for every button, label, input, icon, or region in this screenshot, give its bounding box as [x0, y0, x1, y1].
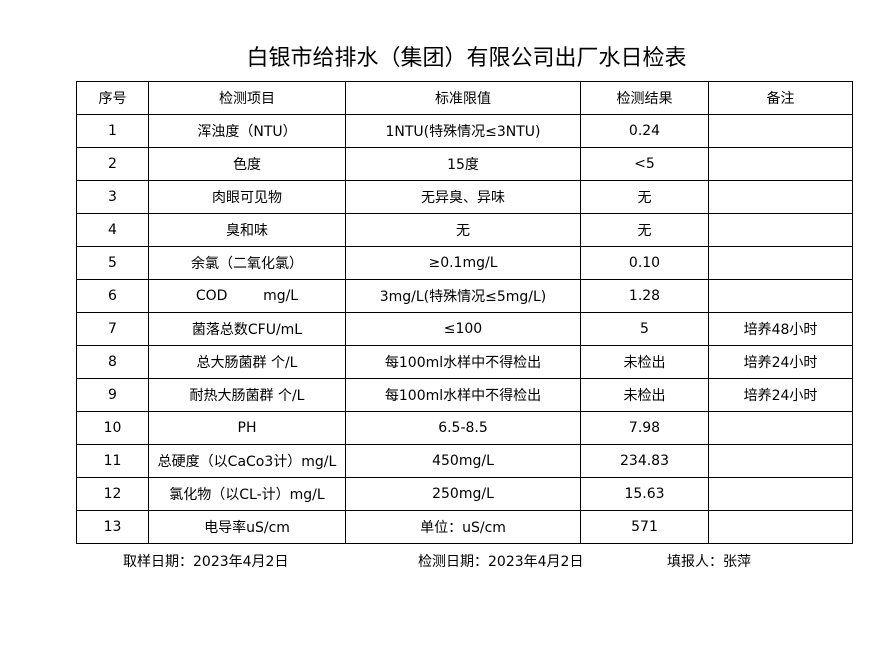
cell-index: 7 [76, 312, 149, 346]
cell-remark [708, 180, 853, 214]
table-row: 8 总大肠菌群 个/L 每100ml水样中不得检出 未检出 培养24小时 [76, 345, 853, 379]
cell-item: COD mg/L [148, 279, 346, 313]
cell-item: 浑浊度（NTU） [148, 114, 346, 148]
cell-index: 5 [76, 246, 149, 280]
cell-standard: ≥0.1mg/L [345, 246, 581, 280]
cell-remark [708, 444, 853, 478]
cell-index: 1 [76, 114, 149, 148]
cell-result: 15.63 [580, 477, 709, 511]
cell-remark [708, 147, 853, 181]
cell-remark: 培养24小时 [708, 378, 853, 412]
cell-item: 臭和味 [148, 213, 346, 247]
cell-index: 10 [76, 411, 149, 445]
cell-item: 肉眼可见物 [148, 180, 346, 214]
cell-index: 4 [76, 213, 149, 247]
cell-item: 色度 [148, 147, 346, 181]
cell-result: 未检出 [580, 378, 709, 412]
cell-index: 11 [76, 444, 149, 478]
table-row: 9 耐热大肠菌群 个/L 每100ml水样中不得检出 未检出 培养24小时 [76, 378, 853, 412]
cell-result: 0.24 [580, 114, 709, 148]
cell-remark [708, 246, 853, 280]
test-date: 检测日期：2023年4月2日 [418, 554, 584, 570]
cell-result: 5 [580, 312, 709, 346]
table-row: 5 余氯（二氧化氯） ≥0.1mg/L 0.10 [76, 246, 853, 280]
cell-remark: 培养48小时 [708, 312, 853, 346]
cell-index: 12 [76, 477, 149, 511]
cell-result: 234.83 [580, 444, 709, 478]
cell-result: 无 [580, 180, 709, 214]
cell-standard: 1NTU(特殊情况≤3NTU) [345, 114, 581, 148]
header-index: 序号 [76, 81, 149, 115]
sampling-date: 取样日期：2023年4月2日 [123, 554, 289, 570]
cell-standard: 每100ml水样中不得检出 [345, 345, 581, 379]
cell-result: 0.10 [580, 246, 709, 280]
cell-index: 2 [76, 147, 149, 181]
header-result: 检测结果 [580, 81, 709, 115]
cell-index: 6 [76, 279, 149, 313]
header-row: 序号 检测项目 标准限值 检测结果 备注 [76, 81, 853, 115]
header-item: 检测项目 [148, 81, 346, 115]
cell-standard: 无 [345, 213, 581, 247]
page-title: 白银市给排水（集团）有限公司出厂水日检表 [246, 46, 687, 71]
inspection-table: 序号 检测项目 标准限值 检测结果 备注 1 浑浊度（NTU） 1NTU(特殊情况≤3NTU)… [76, 81, 853, 544]
cell-result: 未检出 [580, 345, 709, 379]
cell-remark [708, 477, 853, 511]
cell-item: 总硬度（以CaCo3计）mg/L [148, 444, 346, 478]
cell-result: <5 [580, 147, 709, 181]
table-row: 1 浑浊度（NTU） 1NTU(特殊情况≤3NTU) 0.24 [76, 114, 853, 148]
cell-remark [708, 213, 853, 247]
cell-standard: 无异臭、异味 [345, 180, 581, 214]
cell-result: 1.28 [580, 279, 709, 313]
cell-remark [708, 411, 853, 445]
header-remark: 备注 [708, 81, 853, 115]
cell-remark [708, 279, 853, 313]
cell-item: 氯化物（以CL-计）mg/L [148, 477, 346, 511]
table-row: 13 电导率uS/cm 单位：uS/cm 571 [76, 510, 853, 544]
cell-remark: 培养24小时 [708, 345, 853, 379]
cell-standard: 6.5-8.5 [345, 411, 581, 445]
cell-standard: 单位：uS/cm [345, 510, 581, 544]
cell-standard: 3mg/L(特殊情况≤5mg/L) [345, 279, 581, 313]
reporter: 填报人：张萍 [667, 554, 751, 570]
table-row: 7 菌落总数CFU/mL ≤100 5 培养48小时 [76, 312, 853, 346]
header-standard: 标准限值 [345, 81, 581, 115]
table-row: 11 总硬度（以CaCo3计）mg/L 450mg/L 234.83 [76, 444, 853, 478]
cell-item: 总大肠菌群 个/L [148, 345, 346, 379]
cell-index: 8 [76, 345, 149, 379]
cell-standard: 250mg/L [345, 477, 581, 511]
cell-item: PH [148, 411, 346, 445]
cell-standard: 450mg/L [345, 444, 581, 478]
cell-item: 菌落总数CFU/mL [148, 312, 346, 346]
cell-remark [708, 510, 853, 544]
table-row: 3 肉眼可见物 无异臭、异味无 [76, 180, 853, 214]
table-row: 12 氯化物（以CL-计）mg/L 250mg/L 15.63 [76, 477, 853, 511]
cell-item: 耐热大肠菌群 个/L [148, 378, 346, 412]
cell-standard: 15度 [345, 147, 581, 181]
cell-standard: ≤100 [345, 312, 581, 346]
table-row: 6 COD mg/L 3mg/L(特殊情况≤5mg/L) 1.28 [76, 279, 853, 313]
cell-remark [708, 114, 853, 148]
cell-result: 无 [580, 213, 709, 247]
table-row: 2 色度 15度 <5 [76, 147, 853, 181]
cell-index: 9 [76, 378, 149, 412]
cell-standard: 每100ml水样中不得检出 [345, 378, 581, 412]
cell-result: 571 [580, 510, 709, 544]
cell-item: 余氯（二氧化氯） [148, 246, 346, 280]
table-row: 4 臭和味无无 [76, 213, 853, 247]
cell-index: 3 [76, 180, 149, 214]
cell-index: 13 [76, 510, 149, 544]
cell-result: 7.98 [580, 411, 709, 445]
cell-item: 电导率uS/cm [148, 510, 346, 544]
table-row: 10 PH 6.5-8.5 7.98 [76, 411, 853, 445]
